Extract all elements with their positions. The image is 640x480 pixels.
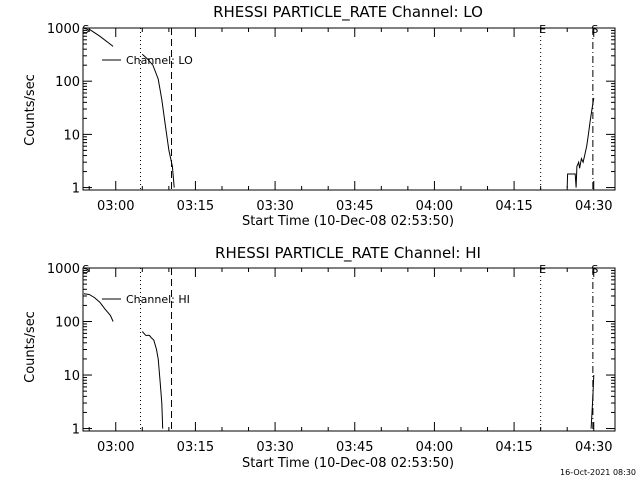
event-marker-label: E — [539, 263, 546, 276]
y-tick-label: 10 — [63, 128, 80, 143]
series-line — [88, 28, 114, 47]
event-marker-label: E — [539, 23, 546, 36]
series-line — [141, 53, 175, 188]
panel-hi-channel: RHESSI PARTICLE_RATE Channel: HI Start T… — [23, 244, 616, 471]
series-line — [83, 293, 114, 322]
y-tick-label: 1000 — [47, 22, 80, 37]
x-tick-label: 04:00 — [416, 199, 453, 214]
x-tick-label: 03:30 — [256, 440, 293, 455]
event-marker-label: S — [82, 263, 89, 276]
y-tick-label: 100 — [55, 75, 80, 90]
x-tick-label: 04:15 — [495, 440, 532, 455]
y-tick-label: 100 — [55, 316, 80, 331]
event-marker-label: S — [591, 263, 598, 276]
x-tick-label: 03:00 — [97, 440, 134, 455]
x-axis-label: Start Time (10-Dec-08 02:53:50) — [242, 214, 454, 229]
y-tick-label: 1000 — [47, 262, 80, 277]
x-tick-label: 04:00 — [416, 440, 453, 455]
x-tick-label: 03:45 — [336, 199, 373, 214]
panel-lo-channel: RHESSI PARTICLE_RATE Channel: LO Start T… — [23, 3, 616, 229]
chart-title: RHESSI PARTICLE_RATE Channel: LO — [213, 3, 483, 22]
legend-label: Channel: LO — [126, 54, 193, 67]
series-line — [141, 331, 164, 429]
y-tick-label: 1 — [72, 182, 80, 197]
event-marker-label: S — [82, 23, 89, 36]
x-tick-label: 04:30 — [575, 440, 612, 455]
x-axis-label: Start Time (10-Dec-08 02:53:50) — [242, 456, 454, 471]
x-tick-label: 03:15 — [177, 440, 214, 455]
y-axis-label: Counts/sec — [23, 74, 38, 146]
x-tick-label: 03:45 — [336, 440, 373, 455]
generation-timestamp: 16-Oct-2021 08:30 — [560, 468, 636, 477]
legend-label: Channel: HI — [126, 293, 190, 306]
x-tick-label: 03:15 — [177, 199, 214, 214]
x-tick-label: 04:30 — [575, 199, 612, 214]
y-tick-label: 10 — [63, 369, 80, 384]
chart-title: RHESSI PARTICLE_RATE Channel: HI — [215, 244, 481, 263]
x-tick-label: 04:15 — [495, 199, 532, 214]
series-line — [590, 374, 595, 429]
event-marker-label: S — [591, 23, 598, 36]
x-tick-label: 03:00 — [97, 199, 134, 214]
series-line — [566, 98, 595, 188]
x-tick-label: 03:30 — [256, 199, 293, 214]
y-tick-label: 1 — [72, 423, 80, 438]
y-axis-label: Counts/sec — [23, 311, 38, 383]
